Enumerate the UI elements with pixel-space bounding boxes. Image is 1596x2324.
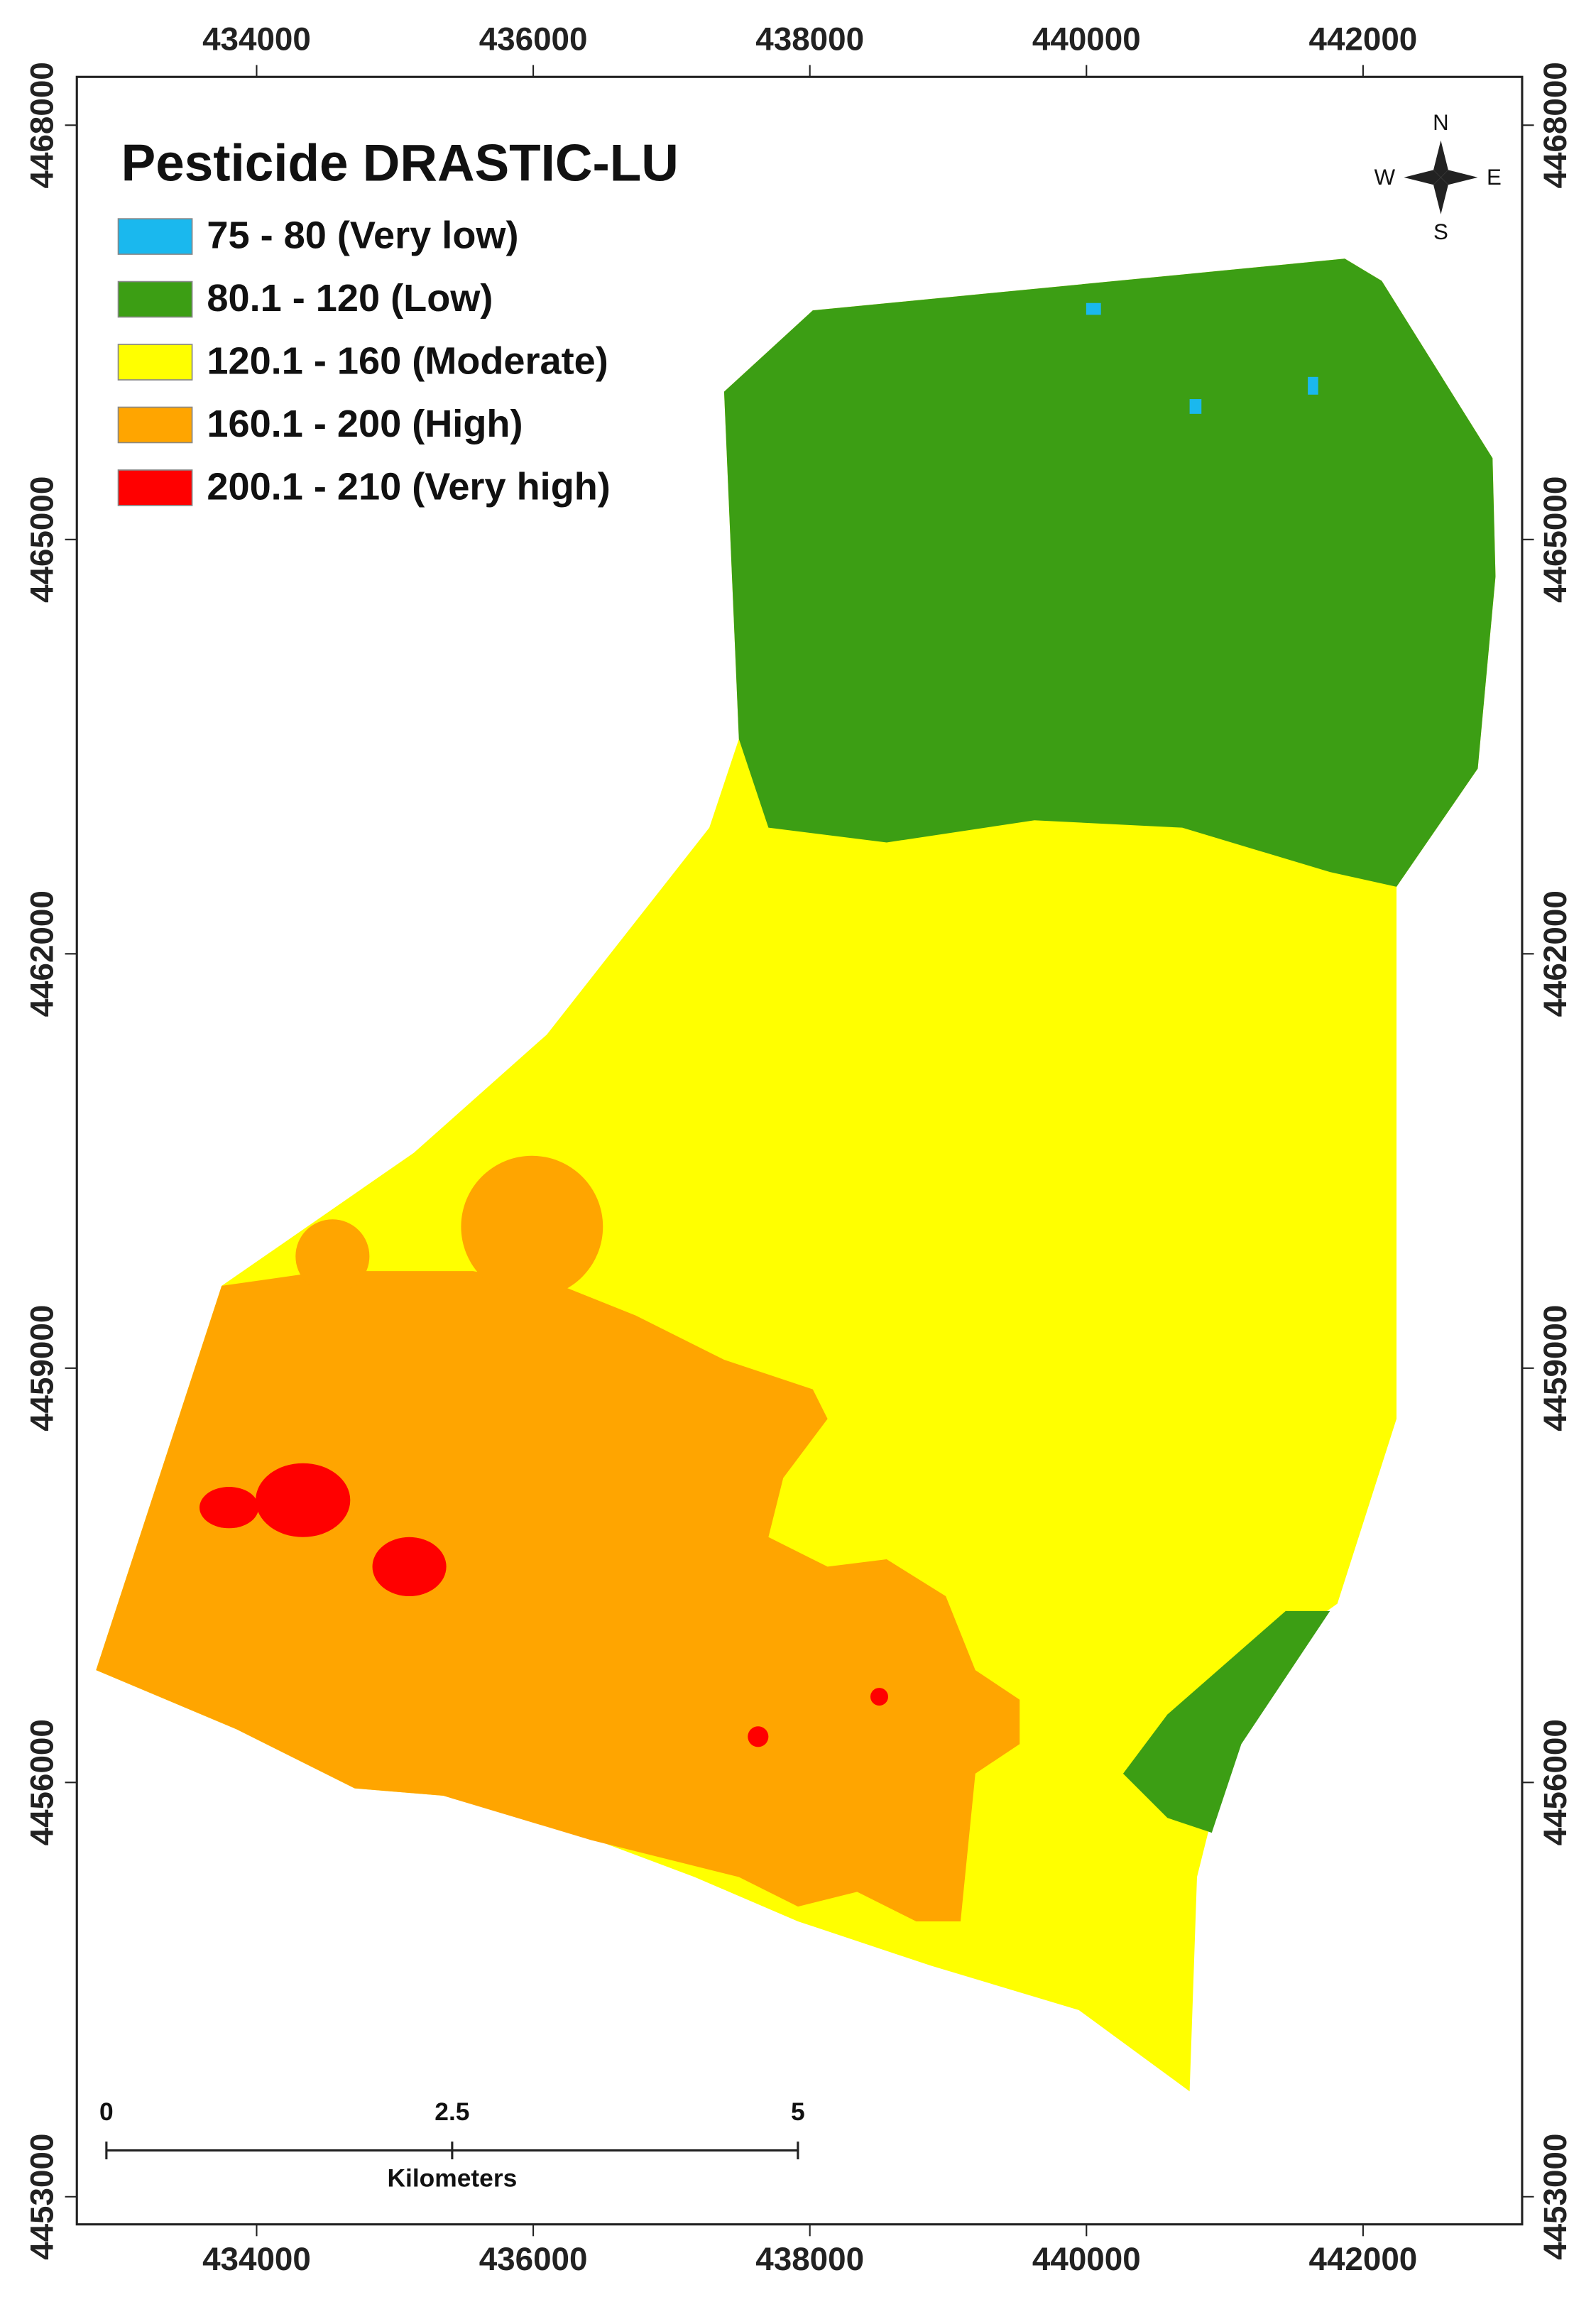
- y-tick-label: 4459000: [1537, 1305, 1573, 1431]
- x-tick-label: 442000: [1309, 21, 1418, 57]
- map-regions: [96, 258, 1496, 2092]
- compass-e: E: [1487, 165, 1502, 190]
- x-tick-label: 440000: [1032, 21, 1141, 57]
- legend-swatch: [117, 280, 193, 318]
- region-high: [295, 1219, 370, 1294]
- x-tick-label: 438000: [755, 21, 864, 57]
- region-very-high: [748, 1726, 769, 1747]
- y-tick-label: 4468000: [1537, 62, 1573, 188]
- region-very-high: [372, 1537, 447, 1597]
- region-very-low: [1086, 302, 1101, 315]
- region-low: [723, 258, 1496, 887]
- region-high: [461, 1155, 603, 1298]
- scale-label: 5: [791, 2098, 805, 2126]
- x-tick-label: 434000: [202, 21, 311, 57]
- compass-n: N: [1433, 110, 1449, 135]
- legend-label: 80.1 - 120 (Low): [207, 277, 493, 320]
- region-very-high: [870, 1688, 888, 1706]
- legend-label: 200.1 - 210 (Very high): [207, 465, 610, 508]
- y-tick-label: 4465000: [1537, 476, 1573, 603]
- y-tick-label: 4456000: [24, 1719, 60, 1845]
- x-tick-label: 442000: [1309, 2241, 1418, 2277]
- scale-label: 2.5: [434, 2098, 469, 2126]
- compass-w: W: [1374, 165, 1396, 190]
- region-very-high: [256, 1463, 351, 1537]
- x-tick-label: 434000: [202, 2241, 311, 2277]
- region-very-high: [200, 1487, 259, 1529]
- legend-label: 160.1 - 200 (High): [207, 403, 523, 445]
- legend-swatch: [117, 218, 193, 255]
- region-very-low: [1189, 399, 1202, 414]
- legend-swatch: [117, 344, 193, 381]
- compass-s: S: [1433, 219, 1448, 244]
- y-tick-label: 4468000: [24, 62, 60, 188]
- x-tick-label: 440000: [1032, 2241, 1141, 2277]
- compass: N S E W: [1374, 110, 1502, 244]
- scale-label: 0: [99, 2098, 114, 2126]
- y-tick-label: 4465000: [24, 476, 60, 603]
- legend-swatch: [117, 406, 193, 444]
- x-tick-label: 436000: [479, 2241, 588, 2277]
- x-tick-label: 438000: [755, 2241, 864, 2277]
- legend-label: 120.1 - 160 (Moderate): [207, 339, 608, 382]
- legend-label: 75 - 80 (Very low): [207, 214, 518, 256]
- legend-swatch: [117, 469, 193, 506]
- y-tick-label: 4453000: [24, 2134, 60, 2260]
- y-tick-label: 4462000: [24, 890, 60, 1017]
- region-very-low: [1308, 376, 1318, 395]
- y-tick-label: 4462000: [1537, 890, 1573, 1017]
- region-high: [96, 1271, 1020, 1921]
- y-tick-label: 4459000: [24, 1305, 60, 1431]
- y-tick-label: 4453000: [1537, 2134, 1573, 2260]
- y-tick-label: 4456000: [1537, 1719, 1573, 1845]
- map-title: Pesticide DRASTIC-LU: [121, 134, 679, 192]
- x-tick-label: 436000: [479, 21, 588, 57]
- scale-unit: Kilometers: [387, 2165, 517, 2193]
- region-low: [1122, 1610, 1330, 1833]
